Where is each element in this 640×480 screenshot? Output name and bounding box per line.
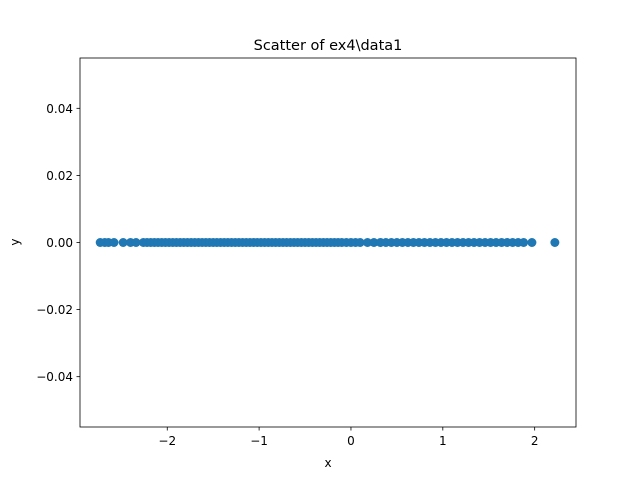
y-tick-label: −0.04 (36, 370, 73, 384)
scatter-point (109, 238, 119, 247)
x-axis-ticks: −2 −1 0 1 2 (158, 427, 538, 448)
y-tick-label: −0.02 (36, 303, 73, 317)
plot-frame (79, 57, 577, 428)
y-tick-label: 0.04 (46, 102, 73, 116)
y-axis-ticks: −0.04 −0.02 0.00 0.02 0.04 (36, 102, 80, 384)
scatter-point (527, 238, 537, 247)
x-tick-label: −2 (158, 434, 176, 448)
scatter-point (550, 238, 560, 247)
x-tick-label: 1 (439, 434, 447, 448)
x-tick-label: 0 (347, 434, 355, 448)
y-axis-label: y (8, 238, 22, 245)
scatter-point (519, 238, 529, 247)
x-tick-label: 2 (531, 434, 539, 448)
scatter-point (118, 238, 128, 247)
x-tick-label: −1 (250, 434, 268, 448)
y-tick-label: 0.00 (46, 236, 73, 250)
scatter-point (131, 238, 141, 247)
scatter-point (369, 238, 379, 247)
y-tick-label: 0.02 (46, 169, 73, 183)
scatter-point (363, 238, 372, 247)
scatter-points (95, 238, 560, 247)
x-axis-label: x (324, 456, 331, 470)
chart-title: Scatter of ex4\data1 (254, 38, 403, 54)
scatter-point (355, 238, 365, 247)
